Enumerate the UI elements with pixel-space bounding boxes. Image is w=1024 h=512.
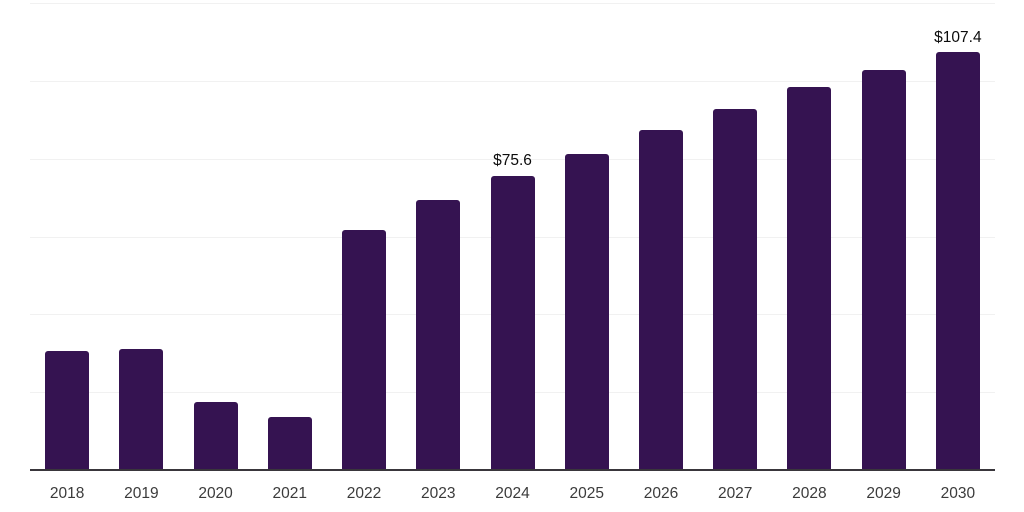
- bar-2030: [935, 52, 980, 470]
- x-tick-label-2025: 2025: [569, 485, 604, 502]
- bar-2018: [45, 350, 90, 470]
- bar-2022: [342, 229, 387, 470]
- x-tick-label-2022: 2022: [346, 485, 382, 502]
- gridline-80: [30, 158, 995, 160]
- bar-2025: [564, 154, 609, 470]
- bar-2021: [267, 417, 312, 470]
- x-tick-label-2020: 2020: [198, 485, 233, 502]
- x-axis-line: [30, 469, 995, 471]
- gridline-120: [30, 3, 995, 4]
- x-tick-label-2027: 2027: [717, 485, 753, 502]
- x-tick-label-2024: 2024: [495, 485, 530, 502]
- x-tick-label-2029: 2029: [866, 485, 901, 502]
- x-tick-label-2023: 2023: [421, 485, 456, 502]
- bar-2026: [638, 129, 683, 470]
- x-tick-label-2028: 2028: [792, 485, 827, 502]
- bar-2028: [787, 87, 832, 470]
- bar-2019: [119, 348, 164, 470]
- x-tick-label-2018: 2018: [49, 485, 85, 502]
- bar-value-label-2024: $75.6: [493, 152, 532, 170]
- bar-value-label-2030: $107.4: [934, 28, 982, 46]
- bar-2027: [713, 108, 758, 470]
- gridline-100: [30, 80, 995, 82]
- bar-2020: [193, 401, 238, 470]
- bar-2024: [490, 175, 535, 470]
- x-tick-label-2019: 2019: [124, 485, 159, 502]
- x-tick-label-2026: 2026: [643, 485, 679, 502]
- bar-2029: [861, 69, 906, 470]
- x-tick-label-2021: 2021: [272, 485, 308, 502]
- bar-2023: [416, 199, 461, 470]
- x-tick-label-2030: 2030: [940, 485, 976, 502]
- plot-area: $75.6 $107.4: [30, 3, 995, 471]
